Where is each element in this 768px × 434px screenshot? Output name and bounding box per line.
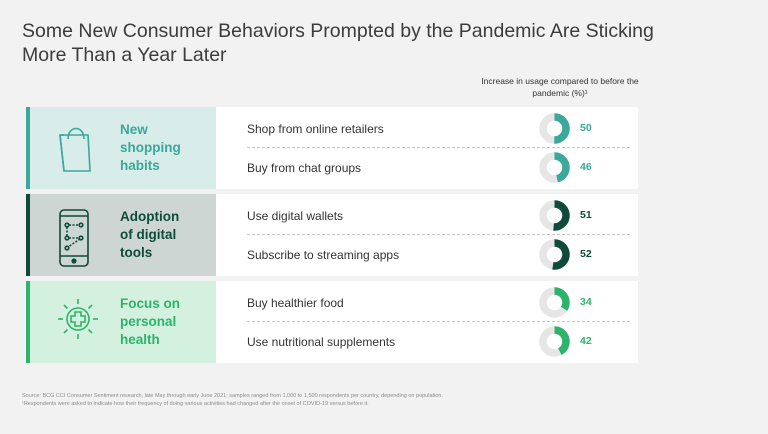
- item-value: 42: [580, 335, 592, 347]
- donut-chart: [539, 287, 570, 318]
- column-header: Increase in usage compared to before the…: [481, 76, 639, 98]
- item-row: Use nutritional supplements 42: [216, 322, 638, 361]
- item-value: 50: [580, 122, 592, 134]
- category-group: New shopping habits Shop from online ret…: [26, 107, 638, 189]
- accent-bar: [26, 281, 30, 363]
- item-row: Use digital wallets 51: [216, 196, 638, 235]
- category-label: Focus on personal health: [120, 296, 180, 347]
- category-panel: Adoption of digital tools: [26, 194, 216, 276]
- item-row: Subscribe to streaming apps 52: [216, 235, 638, 274]
- donut-segment: [539, 152, 570, 183]
- item-value: 34: [580, 296, 592, 308]
- row-separator: [247, 234, 630, 235]
- donut-segment: [539, 287, 570, 318]
- items-panel: Buy healthier food 34 Use nutritional su…: [216, 281, 638, 363]
- donut-chart: [539, 152, 570, 183]
- category-group: Focus on personal health Buy healthier f…: [26, 281, 638, 363]
- item-value: 51: [580, 209, 592, 221]
- category-panel: Focus on personal health: [26, 281, 216, 363]
- donut-segment: [539, 113, 570, 144]
- item-value: 52: [580, 248, 592, 260]
- row-separator: [247, 147, 630, 148]
- chart-title: Some New Consumer Behaviors Prompted by …: [22, 20, 654, 66]
- accent-bar: [26, 194, 30, 276]
- item-row: Buy healthier food 34: [216, 283, 638, 322]
- category-group: Adoption of digital tools Use digital wa…: [26, 194, 638, 276]
- category-panel: New shopping habits: [26, 107, 216, 189]
- row-separator: [247, 321, 630, 322]
- item-label: Use nutritional supplements: [247, 335, 396, 349]
- category-label: New shopping habits: [120, 122, 181, 173]
- item-value: 46: [580, 161, 592, 173]
- item-label: Buy from chat groups: [247, 161, 362, 175]
- item-label: Buy healthier food: [247, 296, 344, 310]
- donut-chart: [539, 239, 570, 270]
- donut-segment: [539, 239, 570, 270]
- donut-chart: [539, 200, 570, 231]
- category-label: Adoption of digital tools: [120, 209, 180, 260]
- donut-segment: [539, 326, 570, 357]
- footnote: Source: BCG CCI Consumer Sentiment resea…: [22, 393, 443, 407]
- accent-bar: [26, 107, 30, 189]
- donut-segment: [539, 200, 570, 231]
- item-row: Shop from online retailers 50: [216, 109, 638, 148]
- health-cross-icon: [56, 297, 98, 346]
- item-label: Shop from online retailers: [247, 122, 384, 136]
- item-label: Subscribe to streaming apps: [247, 248, 400, 262]
- donut-chart: [539, 326, 570, 357]
- shopping-bag-icon: [56, 121, 92, 178]
- smartphone-icon: [56, 208, 92, 273]
- donut-chart: [539, 113, 570, 144]
- item-row: Buy from chat groups 46: [216, 148, 638, 187]
- items-panel: Use digital wallets 51 Subscribe to stre…: [216, 194, 638, 276]
- items-panel: Shop from online retailers 50 Buy from c…: [216, 107, 638, 189]
- item-label: Use digital wallets: [247, 209, 344, 223]
